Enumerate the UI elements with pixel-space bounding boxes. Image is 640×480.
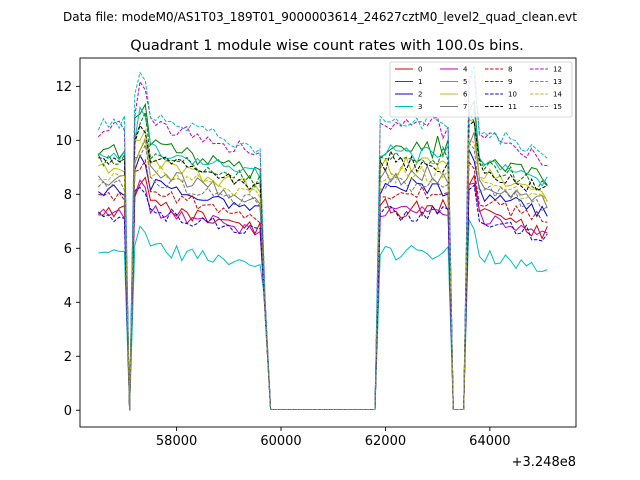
y-tick-label: 4 (64, 296, 72, 311)
legend-label-12: 12 (553, 66, 562, 74)
figure-suptitle: Data file: modeM0/AS1T03_189T01_90000036… (63, 10, 577, 24)
series-line-8 (98, 158, 548, 411)
legend-label-7: 7 (463, 103, 467, 111)
series-line-11 (98, 120, 548, 411)
legend-label-3: 3 (418, 103, 422, 111)
series-line-9 (97, 110, 548, 411)
series-line-2 (98, 149, 548, 411)
series-line-7 (97, 132, 548, 411)
legend-label-1: 1 (418, 78, 422, 86)
legend-label-6: 6 (463, 91, 468, 99)
legend-label-8: 8 (508, 66, 512, 74)
series-line-3 (98, 217, 548, 411)
chart-title: Quadrant 1 module wise count rates with … (130, 38, 524, 54)
legend-label-9: 9 (508, 78, 512, 86)
y-tick-label: 8 (64, 188, 72, 203)
y-tick-label: 6 (64, 242, 72, 257)
legend-label-0: 0 (418, 66, 422, 74)
legend-label-13: 13 (553, 78, 562, 86)
series-line-5 (98, 105, 548, 411)
series-line-4 (97, 179, 548, 411)
legend-label-15: 15 (553, 103, 562, 111)
legend-label-14: 14 (553, 91, 562, 99)
series-line-15 (97, 141, 548, 411)
series-line-12 (97, 75, 548, 411)
series-layer (97, 65, 548, 411)
x-tick-label: 60000 (260, 434, 301, 449)
series-line-14 (98, 135, 548, 411)
y-tick-label: 2 (64, 350, 72, 365)
series-line-1 (97, 99, 548, 411)
legend-label-10: 10 (508, 91, 517, 99)
legend-label-2: 2 (418, 91, 422, 99)
legend-box (389, 61, 573, 118)
plot-frame (79, 57, 577, 428)
x-tick-label: 64000 (469, 434, 510, 449)
y-tick-label: 12 (55, 80, 72, 95)
x-tick-label: 58000 (156, 434, 197, 449)
legend-label-4: 4 (463, 66, 468, 74)
legend-label-11: 11 (508, 103, 517, 111)
legend-label-5: 5 (463, 78, 467, 86)
x-tick-label: 62000 (365, 434, 406, 449)
series-line-10 (97, 184, 548, 411)
y-tick-label: 0 (64, 404, 72, 419)
y-tick-label: 10 (55, 134, 72, 149)
x-offset-label: +3.248e8 (512, 455, 576, 470)
